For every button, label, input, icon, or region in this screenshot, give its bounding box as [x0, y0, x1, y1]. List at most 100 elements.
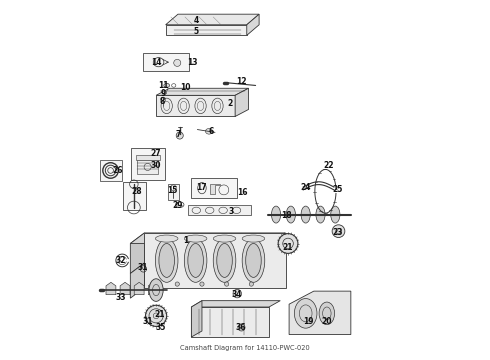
Bar [143, 53, 189, 71]
Ellipse shape [249, 282, 253, 286]
Text: 8: 8 [159, 97, 165, 106]
Text: 2: 2 [227, 99, 232, 108]
Ellipse shape [163, 91, 167, 94]
Bar [131, 148, 165, 180]
Polygon shape [156, 95, 235, 117]
Text: 35: 35 [156, 323, 166, 332]
Polygon shape [247, 14, 259, 35]
Ellipse shape [316, 206, 325, 223]
Text: 24: 24 [300, 183, 311, 192]
Polygon shape [235, 88, 248, 117]
Text: 12: 12 [236, 77, 247, 86]
Text: 27: 27 [151, 149, 161, 158]
Text: 32: 32 [116, 256, 126, 265]
Text: 10: 10 [180, 83, 190, 92]
Polygon shape [130, 233, 286, 243]
Ellipse shape [155, 235, 178, 242]
Text: 17: 17 [196, 183, 207, 192]
Polygon shape [192, 301, 202, 337]
Ellipse shape [271, 206, 281, 223]
Polygon shape [166, 14, 259, 25]
Text: 3: 3 [229, 207, 234, 216]
Polygon shape [192, 301, 280, 307]
Ellipse shape [188, 243, 203, 277]
Bar [188, 206, 251, 215]
Bar [123, 183, 146, 210]
Ellipse shape [175, 282, 179, 286]
Ellipse shape [245, 243, 261, 277]
Text: 28: 28 [131, 187, 142, 196]
Ellipse shape [278, 234, 298, 253]
Polygon shape [120, 282, 130, 294]
Polygon shape [136, 154, 160, 159]
Polygon shape [130, 263, 145, 298]
Text: 25: 25 [332, 185, 343, 194]
Polygon shape [134, 282, 144, 294]
Text: 21: 21 [154, 310, 165, 319]
Ellipse shape [176, 132, 183, 139]
Text: 7: 7 [176, 130, 181, 139]
Ellipse shape [174, 59, 181, 66]
Polygon shape [156, 88, 248, 95]
Ellipse shape [155, 239, 178, 282]
Text: 9: 9 [161, 89, 166, 98]
Ellipse shape [233, 289, 242, 298]
Polygon shape [137, 159, 158, 174]
Ellipse shape [319, 302, 335, 325]
Bar [168, 184, 179, 201]
Polygon shape [106, 282, 116, 294]
Ellipse shape [150, 282, 155, 286]
Polygon shape [130, 233, 145, 274]
Polygon shape [289, 291, 351, 334]
Text: 22: 22 [324, 161, 334, 170]
Text: 4: 4 [194, 16, 199, 25]
Text: 36: 36 [236, 323, 246, 332]
Ellipse shape [200, 282, 204, 286]
Ellipse shape [301, 206, 310, 223]
Text: 18: 18 [281, 211, 292, 220]
Text: 30: 30 [151, 161, 161, 170]
Ellipse shape [184, 235, 207, 242]
Text: 5: 5 [194, 27, 199, 36]
Ellipse shape [224, 282, 229, 286]
Text: 31: 31 [143, 317, 153, 325]
Text: 29: 29 [172, 201, 182, 210]
Text: Camshaft Diagram for 14110-PWC-020: Camshaft Diagram for 14110-PWC-020 [180, 345, 310, 351]
Ellipse shape [242, 235, 265, 242]
Text: 31: 31 [137, 263, 148, 272]
Ellipse shape [184, 239, 207, 282]
Text: 19: 19 [303, 317, 314, 326]
Ellipse shape [146, 305, 167, 327]
Ellipse shape [331, 206, 340, 223]
Ellipse shape [213, 235, 236, 242]
Text: 16: 16 [237, 188, 247, 197]
Ellipse shape [205, 129, 213, 134]
Text: 11: 11 [159, 81, 169, 90]
Bar [99, 160, 122, 181]
Text: 21: 21 [283, 243, 294, 252]
Ellipse shape [238, 324, 245, 331]
Text: 14: 14 [151, 58, 161, 67]
Polygon shape [145, 233, 286, 288]
Text: 15: 15 [168, 186, 178, 195]
Text: 13: 13 [188, 58, 198, 67]
Ellipse shape [286, 206, 295, 223]
Ellipse shape [242, 239, 265, 282]
Ellipse shape [332, 225, 345, 238]
Ellipse shape [149, 279, 163, 301]
Text: 33: 33 [116, 293, 126, 302]
Text: 23: 23 [332, 228, 343, 237]
Text: 6: 6 [209, 127, 214, 136]
Ellipse shape [159, 243, 174, 277]
Ellipse shape [164, 83, 170, 87]
Text: 26: 26 [112, 166, 122, 175]
Ellipse shape [294, 298, 317, 328]
Polygon shape [148, 282, 158, 294]
Ellipse shape [217, 243, 232, 277]
Text: 34: 34 [232, 290, 243, 299]
Bar [192, 178, 237, 198]
Polygon shape [192, 307, 269, 337]
Text: 1: 1 [183, 236, 188, 245]
Polygon shape [210, 184, 220, 194]
Text: 20: 20 [321, 317, 332, 326]
